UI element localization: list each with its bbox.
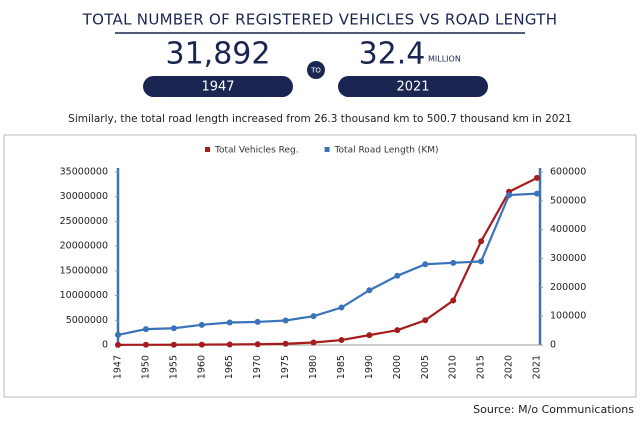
point bbox=[310, 313, 317, 320]
y-tick-label: 15000000 bbox=[60, 265, 108, 276]
point bbox=[115, 341, 121, 348]
point bbox=[534, 174, 540, 181]
x-tick-label: 2020 bbox=[504, 355, 515, 379]
legend-swatch bbox=[205, 147, 210, 152]
point bbox=[142, 341, 149, 348]
point bbox=[506, 192, 513, 199]
point bbox=[478, 238, 485, 245]
x-tick-label: 1965 bbox=[224, 355, 235, 379]
x-tick-label: 2000 bbox=[392, 355, 403, 379]
title: TOTAL NUMBER OF REGISTERED VEHICLES VS R… bbox=[82, 11, 558, 29]
y-tick-label: 5000000 bbox=[66, 315, 108, 326]
end-year-pill bbox=[338, 76, 488, 97]
legend-label: Total Vehicles Reg. bbox=[214, 146, 299, 156]
point bbox=[338, 337, 345, 344]
note: Similarly, the total road length increas… bbox=[68, 113, 572, 125]
series-line bbox=[117, 176, 538, 346]
point bbox=[422, 261, 429, 268]
point bbox=[115, 331, 121, 338]
point bbox=[170, 341, 177, 348]
x-tick-label: 1990 bbox=[364, 355, 375, 379]
x-tick-label: 1985 bbox=[336, 355, 347, 379]
y2-tick-label: 500000 bbox=[550, 195, 586, 206]
point bbox=[394, 327, 401, 334]
x-tick-label: 1975 bbox=[280, 355, 291, 379]
point bbox=[338, 304, 345, 311]
start-value: 31,892 bbox=[166, 37, 271, 72]
point bbox=[478, 258, 485, 265]
point bbox=[198, 321, 205, 328]
y-tick-label: 35000000 bbox=[60, 167, 108, 178]
connector-circle bbox=[307, 61, 325, 79]
x-tick-label: 2010 bbox=[448, 355, 459, 379]
point bbox=[534, 190, 540, 197]
y2-tick-label: 600000 bbox=[550, 167, 586, 178]
x-tick-label: 2015 bbox=[476, 355, 487, 379]
y-tick-label: 30000000 bbox=[60, 191, 108, 202]
start-year: 1947 bbox=[201, 80, 234, 95]
x-tick-label: 1970 bbox=[252, 355, 263, 379]
y2-tick-label: 300000 bbox=[550, 253, 586, 264]
point bbox=[394, 272, 401, 279]
x-tick-label: 1960 bbox=[196, 355, 207, 379]
start-year-pill bbox=[143, 76, 293, 97]
point bbox=[170, 325, 177, 332]
point bbox=[254, 318, 261, 325]
y-tick-label: 25000000 bbox=[60, 216, 108, 227]
y2-tick-label: 200000 bbox=[550, 282, 586, 293]
legend-swatch bbox=[324, 147, 330, 152]
x-tick-label: 1947 bbox=[113, 355, 124, 379]
source: Source: M/o Communications bbox=[473, 403, 634, 416]
x-tick-label: 2005 bbox=[420, 355, 431, 379]
x-tick-label: 1955 bbox=[168, 355, 179, 379]
point bbox=[310, 339, 317, 346]
series-line bbox=[117, 192, 538, 336]
legend-label: Total Road Length (KM) bbox=[334, 146, 439, 156]
x-tick-label: 2021 bbox=[532, 355, 543, 379]
chart-frame bbox=[3, 134, 637, 398]
point bbox=[282, 317, 289, 324]
y2-tick-label: 0 bbox=[550, 340, 556, 351]
point bbox=[142, 326, 149, 333]
point bbox=[226, 319, 233, 326]
y-tick-label: 20000000 bbox=[60, 241, 108, 252]
y2-tick-label: 400000 bbox=[550, 224, 586, 235]
point bbox=[198, 341, 205, 348]
y2-tick-label: 100000 bbox=[550, 311, 586, 322]
point bbox=[366, 332, 373, 339]
connector: TO bbox=[310, 67, 321, 75]
y-tick-label: 10000000 bbox=[60, 290, 108, 301]
end-value: 32.4 bbox=[359, 37, 426, 72]
x-tick-label: 1950 bbox=[140, 355, 151, 379]
plot: 0500000010000000150000002000000025000000… bbox=[60, 146, 587, 380]
end-year: 2021 bbox=[396, 80, 429, 95]
point bbox=[422, 317, 429, 324]
point bbox=[366, 287, 373, 294]
end-unit: MILLION bbox=[428, 55, 461, 64]
point bbox=[450, 259, 457, 266]
point bbox=[226, 341, 233, 348]
point bbox=[450, 297, 457, 304]
x-tick-label: 1980 bbox=[308, 355, 319, 379]
point bbox=[254, 341, 261, 348]
point bbox=[282, 340, 289, 347]
y-tick-label: 0 bbox=[102, 340, 108, 351]
